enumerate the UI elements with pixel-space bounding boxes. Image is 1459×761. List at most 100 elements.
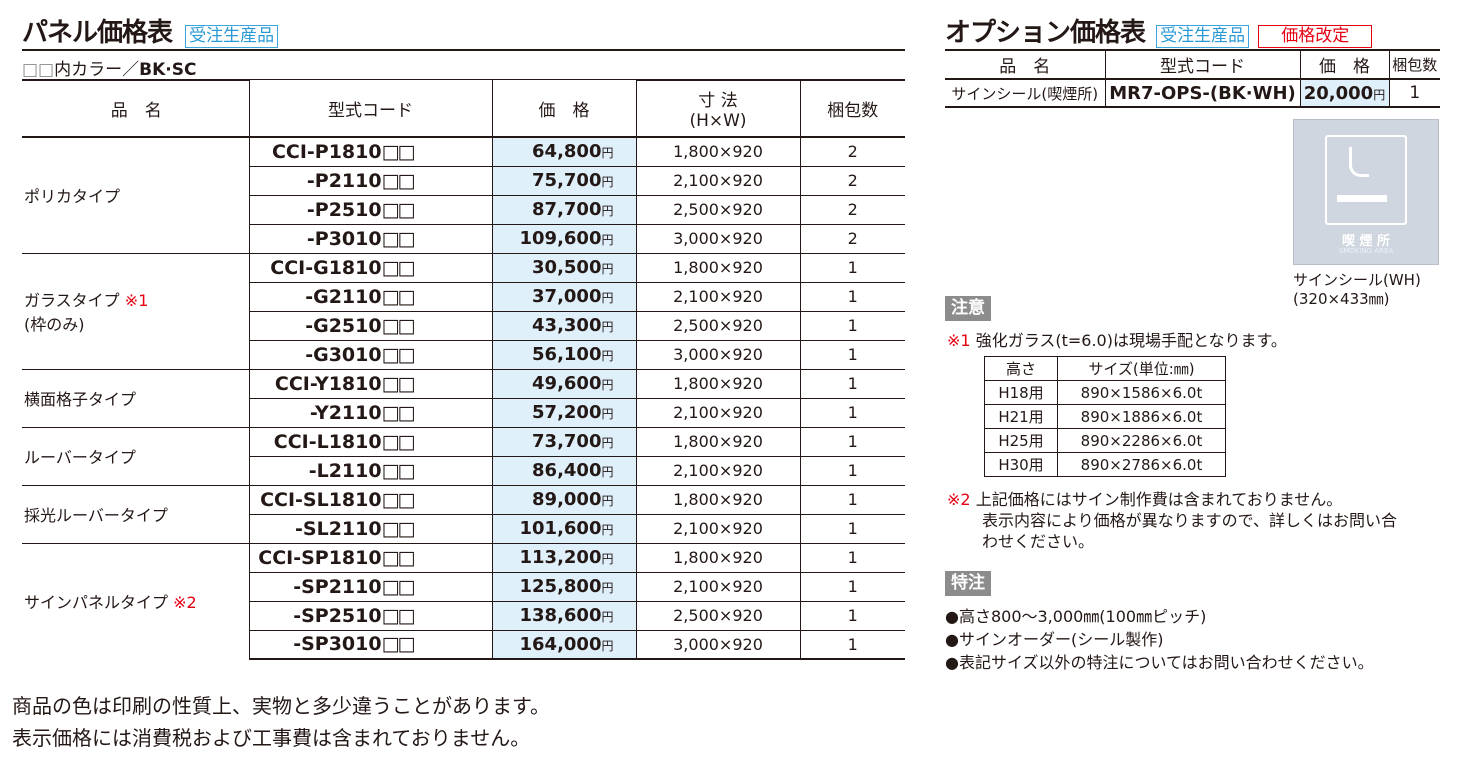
price: 109,600円 <box>492 223 637 253</box>
table-row: -L2110□□ 86,400円 2,100×920 1 <box>22 455 905 485</box>
price-value: 164,000 <box>519 633 602 655</box>
qty: 1 <box>800 600 905 630</box>
glass-size: 890×2286×6.0t <box>1057 428 1226 453</box>
model-code-value: CCI-SL1810 <box>260 488 382 511</box>
model-code-value: -P2510 <box>306 198 382 221</box>
table-row: -SP2510□□ 138,600円 2,500×920 1 <box>22 600 905 630</box>
qty: 1 <box>800 368 905 398</box>
header-size: サイズ(単位:㎜) <box>1057 356 1226 381</box>
model-code: -G2510□□ <box>249 310 493 340</box>
qty: 1 <box>800 252 905 282</box>
yen-unit: 円 <box>601 436 614 450</box>
glass-height: H18用 <box>984 380 1058 405</box>
price: 73,700円 <box>492 426 637 456</box>
glass-height: H21用 <box>984 404 1058 429</box>
color-note: □□内カラー／BK·SC <box>22 55 196 80</box>
price-revised-tag: 価格改定 <box>1258 25 1373 48</box>
sign-subtext: SMOKING AREA <box>1338 247 1394 255</box>
product-name-label: ガラスタイプ <box>24 291 120 310</box>
model-code-value: -P3010 <box>306 227 382 250</box>
model-code-value: CCI-Y1810 <box>274 372 382 395</box>
price: 56,100円 <box>492 339 637 369</box>
price: 86,400円 <box>492 455 637 485</box>
smoking-icon <box>1325 135 1407 225</box>
qty: 1 <box>800 571 905 601</box>
product-name: ガラスタイプ ※1 (枠のみ) <box>22 252 250 369</box>
price: 138,600円 <box>492 600 637 630</box>
yen-unit: 円 <box>601 349 614 363</box>
product-name-label: ルーバータイプ <box>24 448 136 467</box>
item-name: サインシール(喫煙所) <box>945 79 1106 107</box>
yen-unit: 円 <box>1373 87 1386 102</box>
glass-size: 890×1886×6.0t <box>1057 404 1226 429</box>
model-code: -L2110□□ <box>249 455 493 485</box>
price-value: 89,000 <box>532 489 602 510</box>
qty: 1 <box>800 629 905 660</box>
product-sub-label: (枠のみ) <box>24 315 85 334</box>
box-placeholder: □□ <box>381 314 416 337</box>
color-note-label: 内カラー／ <box>54 60 140 80</box>
caution-badge: 注意 <box>945 296 991 321</box>
header-size-label: 寸 法 <box>698 90 738 111</box>
qty: 1 <box>800 455 905 485</box>
yen-unit: 円 <box>601 465 614 479</box>
yen-unit: 円 <box>601 610 614 624</box>
qty: 2 <box>800 194 905 224</box>
model-code-value: -L2110 <box>308 459 382 482</box>
special-order-list: ●高さ800～3,000㎜(100㎜ピッチ) ●サインオーダー(シール製作) ●… <box>945 605 1374 674</box>
table-row: -P2110□□ 75,700円 2,100×920 2 <box>22 165 905 195</box>
product-name: ポリカタイプ <box>22 137 250 253</box>
model-code: -P3010□□ <box>249 223 493 253</box>
price-value: 138,600 <box>519 605 602 626</box>
note-mark: ※1 <box>947 331 971 350</box>
header-code: 型式コード <box>249 80 493 138</box>
size: 2,100×920 <box>636 571 801 601</box>
header-code: 型式コード <box>1105 50 1301 80</box>
glass-height: H30用 <box>984 452 1058 477</box>
model-code: CCI-L1810□□ <box>249 426 493 456</box>
model-code-value: -G2510 <box>305 314 382 337</box>
panel-title-block: パネル価格表 受注生産品 <box>22 12 279 49</box>
qty: 1 <box>800 310 905 340</box>
model-code-value: -SP3010 <box>293 633 382 656</box>
size: 2,100×920 <box>636 455 801 485</box>
table-row: -P3010□□ 109,600円 3,000×920 2 <box>22 223 905 253</box>
price: 101,600円 <box>492 513 637 543</box>
price-value: 113,200 <box>519 547 602 568</box>
size: 2,100×920 <box>636 397 801 427</box>
price-value: 125,800 <box>519 576 602 597</box>
price-value: 75,700 <box>532 170 602 191</box>
header-name: 品 名 <box>22 80 250 138</box>
table-row: H18用 890×1586×6.0t <box>984 380 1226 405</box>
option-title: オプション価格表 <box>945 18 1146 48</box>
box-placeholder: □□ <box>381 227 416 250</box>
list-item: ●サインオーダー(シール製作) <box>945 630 1164 649</box>
item-price: 20,000円 <box>1300 79 1390 107</box>
yen-unit: 円 <box>601 204 614 218</box>
price-value: 101,600 <box>519 518 602 539</box>
model-code: CCI-Y1810□□ <box>249 368 493 398</box>
model-code-value: -G3010 <box>305 343 382 366</box>
box-placeholder: □□ <box>381 430 416 453</box>
product-name: ルーバータイプ <box>22 426 250 485</box>
yen-unit: 円 <box>601 233 614 247</box>
note-1: ※1 強化ガラス(t=6.0)は現場手配となります。 <box>947 330 1287 351</box>
price: 125,800円 <box>492 571 637 601</box>
qty: 2 <box>800 223 905 253</box>
model-code: -SP2510□□ <box>249 600 493 630</box>
qty: 1 <box>800 339 905 369</box>
size: 2,100×920 <box>636 281 801 311</box>
product-name-label: サインパネルタイプ <box>24 593 169 613</box>
size: 1,800×920 <box>636 426 801 456</box>
no-smoking-sign-image: 喫 煙 所 SMOKING AREA <box>1293 119 1439 265</box>
qty: 1 <box>800 281 905 311</box>
header-qty: 梱包数 <box>800 80 905 138</box>
model-code: CCI-SL1810□□ <box>249 484 493 514</box>
price: 89,000円 <box>492 484 637 514</box>
model-code: -P2110□□ <box>249 165 493 195</box>
size: 2,100×920 <box>636 165 801 195</box>
sign-text: 喫 煙 所 <box>1341 234 1391 249</box>
size: 2,500×920 <box>636 194 801 224</box>
qty: 1 <box>800 397 905 427</box>
table-row: -G2110□□ 37,000円 2,100×920 1 <box>22 281 905 311</box>
